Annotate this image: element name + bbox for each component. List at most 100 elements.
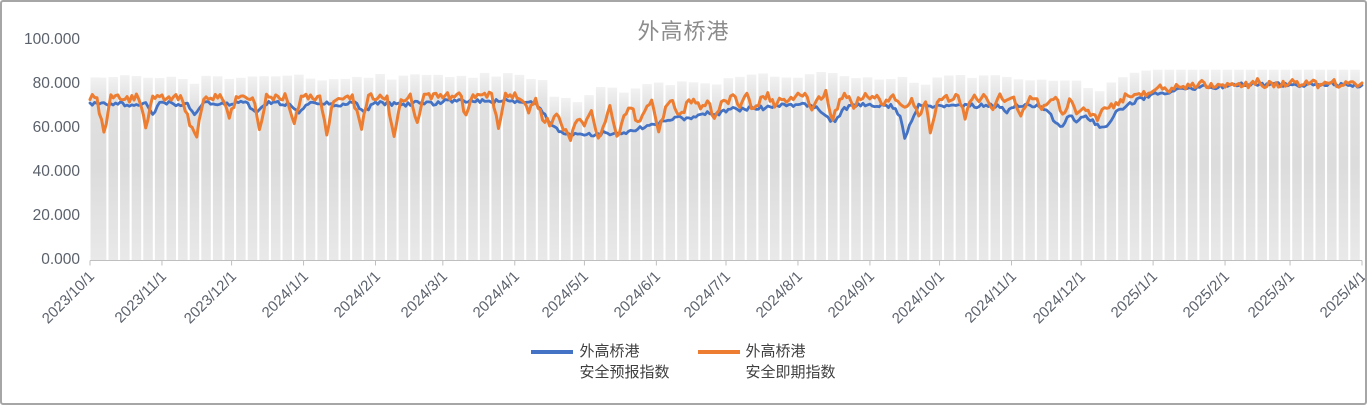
background-bar: [1060, 80, 1070, 260]
legend-swatch-forecast: [531, 350, 574, 354]
background-bar: [944, 75, 954, 260]
y-axis-label: 40.000: [32, 163, 80, 180]
y-axis-label: 80.000: [32, 75, 80, 92]
background-bar: [166, 76, 176, 260]
background-bar: [236, 77, 246, 260]
background-bar: [1083, 88, 1093, 260]
background-bar: [897, 76, 908, 261]
legend-label-spot: 外高桥港 安全即期指数: [745, 343, 836, 382]
background-bar: [1048, 80, 1059, 260]
legend-item-forecast: 外高桥港 安全预报指数: [531, 341, 670, 384]
background-bar: [932, 77, 942, 260]
background-bar: [758, 73, 768, 260]
background-bar: [1187, 69, 1198, 260]
background-bar: [224, 78, 235, 261]
background-bar: [886, 79, 896, 260]
y-axis-label: 100.000: [23, 31, 80, 48]
background-bar: [1280, 69, 1291, 260]
background-bar: [1257, 69, 1267, 260]
background-bar: [1222, 69, 1233, 260]
y-axis-label: 0.000: [41, 251, 80, 268]
background-bar: [874, 79, 884, 261]
background-bar: [108, 77, 118, 260]
legend-swatch-spot: [697, 350, 740, 354]
background-bar: [352, 76, 362, 261]
y-axis-label: 60.000: [32, 119, 80, 136]
background-bar: [526, 79, 536, 261]
background-bar: [1315, 69, 1325, 260]
background-bar: [1141, 70, 1151, 261]
background-bar: [828, 73, 838, 260]
background-bar: [503, 73, 513, 261]
background-bar: [294, 74, 304, 260]
y-axis-label: 20.000: [32, 207, 80, 224]
background-bar: [781, 77, 792, 261]
background-bar: [154, 78, 165, 260]
background-bar: [595, 87, 606, 260]
background-bar: [282, 75, 293, 260]
background-bar: [328, 79, 339, 260]
background-bar: [514, 74, 525, 260]
background-bar: [96, 77, 107, 260]
background-bar: [769, 76, 780, 260]
background-bar: [1234, 69, 1244, 260]
background-bar: [1106, 82, 1117, 260]
background-bar: [920, 84, 931, 260]
series-line-forecast: [88, 80, 1364, 140]
chart-title: 外高桥港: [637, 19, 730, 44]
background-bar: [386, 79, 397, 261]
background-bar: [247, 76, 258, 260]
background-bar: [1013, 79, 1024, 260]
legend-label-forecast: 外高桥港 安全预报指数: [579, 343, 670, 382]
background-bar: [143, 77, 153, 260]
background-bar: [862, 77, 873, 261]
background-bar: [178, 79, 188, 260]
background-bar: [479, 72, 490, 260]
background-bar: [630, 88, 641, 260]
background-bar: [212, 76, 223, 260]
background-bar: [793, 77, 803, 260]
background-bar: [1211, 69, 1221, 260]
background-bar: [816, 71, 826, 261]
background-bar: [561, 97, 571, 260]
background-bar: [1269, 69, 1279, 260]
background-bar: [340, 78, 351, 260]
background-bar: [711, 84, 722, 260]
background-bar: [410, 74, 420, 261]
background-bar: [1164, 69, 1175, 260]
series-line-spot: [88, 77, 1364, 142]
background-bar: [1338, 69, 1349, 260]
background-bar: [746, 74, 757, 260]
background-bar: [1118, 77, 1128, 261]
background-bar: [189, 83, 200, 260]
background-bar: [537, 80, 548, 261]
background-bar: [723, 78, 734, 260]
background-bar: [735, 76, 745, 260]
legend-item-spot: 外高桥港 安全即期指数: [697, 341, 836, 384]
background-bar: [549, 96, 559, 260]
background-bar: [363, 77, 374, 261]
background-bar: [839, 76, 850, 260]
background-bar: [1292, 69, 1302, 260]
background-bar: [1129, 72, 1140, 260]
background-bar: [1002, 76, 1012, 260]
background-bar: [305, 78, 316, 261]
background-bar: [584, 95, 594, 260]
background-bar: [456, 75, 467, 260]
background-bar: [120, 75, 130, 260]
background-bar: [642, 84, 652, 260]
background-bar: [1176, 69, 1186, 260]
background-bar: [445, 77, 455, 260]
background-bar: [619, 92, 629, 260]
background-bar: [1025, 80, 1035, 260]
background-bar: [421, 74, 432, 260]
background-bar: [433, 74, 443, 260]
background-bar: [1036, 79, 1047, 260]
background-bar: [90, 77, 101, 260]
background-bar: [677, 81, 687, 261]
background-bar: [990, 75, 1001, 260]
background-bar: [491, 76, 501, 260]
background-bar: [967, 77, 977, 260]
background-bar: [1327, 69, 1337, 260]
